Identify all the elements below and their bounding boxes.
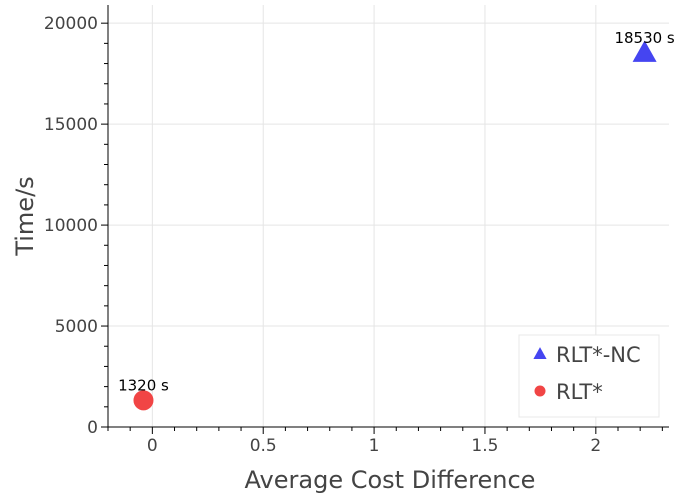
plot-frame	[107, 5, 669, 428]
y-tick-label: 0	[87, 418, 98, 438]
x-axis-ticks: 0 0.5 1 1.5 2	[107, 427, 663, 456]
data-label: 18530 s	[614, 29, 674, 47]
legend-label: RLT*	[556, 380, 603, 404]
legend: RLT*-NC RLT*	[518, 334, 660, 418]
y-tick-label: 15000	[44, 115, 98, 135]
circle-data-point	[133, 390, 154, 411]
x-tick-label: 1	[369, 436, 380, 456]
y-axis-title: Time/s	[11, 176, 39, 256]
y-axis-ticks: 0 5000 10000 15000 20000	[44, 14, 108, 438]
data-points: 18530 s 1320 s	[118, 29, 675, 411]
data-label: 1320 s	[118, 376, 169, 394]
y-tick-label: 10000	[44, 216, 98, 236]
y-tick-label: 5000	[55, 317, 98, 337]
x-axis-title: Average Cost Difference	[245, 466, 536, 494]
x-tick-label: 1.5	[471, 436, 498, 456]
x-tick-label: 0	[147, 436, 158, 456]
y-tick-label: 20000	[44, 14, 98, 34]
legend-marker-circle	[534, 385, 546, 397]
legend-box	[518, 334, 660, 418]
x-tick-label: 2	[590, 436, 601, 456]
triangle-data-point	[632, 40, 657, 62]
legend-label: RLT*-NC	[556, 343, 641, 367]
legend-marker-triangle	[533, 347, 547, 359]
x-tick-label: 0.5	[250, 436, 277, 456]
